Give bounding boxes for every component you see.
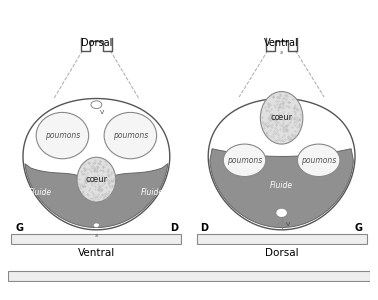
Ellipse shape	[276, 208, 287, 218]
FancyBboxPatch shape	[11, 235, 181, 244]
Ellipse shape	[77, 157, 116, 202]
Text: Dorsal: Dorsal	[265, 248, 298, 258]
Ellipse shape	[297, 144, 340, 176]
Ellipse shape	[223, 144, 266, 176]
Ellipse shape	[104, 112, 156, 159]
Text: Ventral: Ventral	[78, 248, 115, 258]
FancyBboxPatch shape	[8, 271, 370, 281]
Text: G: G	[355, 223, 363, 233]
Text: Fluide: Fluide	[141, 188, 164, 197]
Text: Fluide: Fluide	[270, 181, 293, 190]
Text: Fluide: Fluide	[28, 188, 51, 197]
Polygon shape	[208, 98, 355, 230]
Polygon shape	[25, 164, 168, 227]
Text: G: G	[15, 223, 23, 233]
Text: poumons: poumons	[227, 156, 262, 165]
Text: s: s	[95, 233, 98, 238]
Text: poumons: poumons	[45, 131, 80, 140]
Text: V: V	[99, 110, 104, 115]
FancyBboxPatch shape	[197, 235, 367, 244]
Text: Ventral: Ventral	[264, 38, 299, 48]
Ellipse shape	[91, 101, 102, 109]
Text: poumons: poumons	[301, 156, 336, 165]
Text: poumons: poumons	[113, 131, 148, 140]
Text: D: D	[170, 223, 178, 233]
Ellipse shape	[93, 223, 99, 227]
Ellipse shape	[36, 112, 89, 159]
Text: V: V	[286, 222, 291, 227]
Ellipse shape	[260, 92, 303, 144]
Text: cœur: cœur	[85, 175, 107, 184]
Text: cœur: cœur	[271, 113, 293, 122]
Polygon shape	[210, 149, 353, 227]
Text: s: s	[280, 50, 283, 55]
Text: D: D	[200, 223, 208, 233]
Polygon shape	[23, 98, 170, 230]
Text: Dorsal: Dorsal	[81, 38, 112, 48]
